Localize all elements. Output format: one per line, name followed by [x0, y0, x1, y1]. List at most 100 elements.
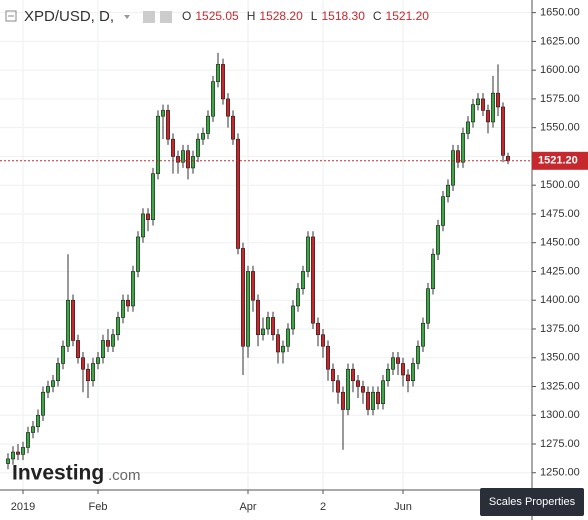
y-tick-label: 1625.00: [540, 35, 580, 47]
logo: Investing .com: [12, 462, 141, 485]
candle-body: [76, 340, 81, 359]
candle-body: [50, 380, 55, 387]
candle-body: [111, 334, 116, 347]
candle-body: [241, 248, 246, 347]
candle-body: [295, 288, 300, 307]
candle-body: [355, 380, 360, 387]
candle-body: [91, 363, 96, 382]
candle-body: [505, 156, 510, 162]
candle-body: [116, 317, 121, 336]
candle-body: [166, 110, 171, 140]
candle-body: [490, 92, 495, 123]
candle-body: [500, 106, 505, 156]
candles: [0, 52, 532, 470]
button-label: Scales Properties: [489, 496, 576, 508]
candle-body: [186, 150, 191, 169]
x-tick-label: Jun: [394, 501, 412, 513]
candle-body: [430, 253, 435, 290]
candle-body: [66, 299, 71, 347]
candle-body: [300, 271, 305, 290]
x-tick-label: Feb: [89, 501, 108, 513]
candle-body: [485, 110, 490, 123]
candle-body: [280, 345, 285, 353]
candle-body: [6, 458, 11, 464]
candle-body: [151, 173, 156, 220]
candle-body: [11, 451, 16, 460]
legend-key: C: [373, 9, 382, 23]
x-tick-label: 2: [320, 501, 326, 513]
candle-body: [156, 115, 161, 174]
candle-body: [310, 236, 315, 324]
x-tick-label: 2019: [11, 501, 35, 513]
candle-body: [15, 451, 20, 455]
candle-body: [325, 345, 330, 370]
candle-body: [415, 345, 420, 364]
candle-body: [60, 345, 65, 364]
eye-icon[interactable]: [143, 11, 155, 23]
candle-body: [251, 271, 256, 301]
scales-properties-button[interactable]: [480, 488, 584, 516]
candle-body: [40, 391, 45, 416]
candle-body: [480, 98, 485, 111]
candle-body: [370, 391, 375, 410]
candle-body: [136, 236, 141, 272]
candle-body: [196, 138, 201, 157]
y-tick-label: 1350.00: [540, 352, 580, 364]
axes: 1250.00 1275.00 1300.00 1325.00 1350.00 1375.…: [11, 7, 588, 513]
legend-value: 1528.20: [259, 9, 303, 23]
candle-body: [335, 380, 340, 393]
candle-body: [55, 363, 60, 382]
candle-body: [71, 299, 76, 341]
ohlc-legend: O 1525.05 H 1528.20 L 1518.30 C 1521.20: [182, 9, 429, 23]
candle-body: [231, 115, 236, 140]
candle-body: [385, 368, 390, 382]
symbol: XPD/USD, D,: [24, 8, 114, 25]
candle-body: [390, 357, 395, 370]
y-tick-label: 1650.00: [540, 7, 580, 19]
last-price-label: 1521.20: [538, 155, 578, 167]
candle-body: [285, 328, 290, 347]
candle-body: [25, 432, 30, 448]
candle-body: [260, 328, 265, 336]
last-price-badge: [532, 151, 588, 170]
candle-body: [141, 213, 146, 238]
candle-body: [315, 322, 320, 336]
candle-body: [216, 64, 221, 82]
settings-icon[interactable]: [160, 11, 172, 23]
header: XPD/USD, D, O 1525.05 H 1528.20 L 1518.30 C 152…: [5, 8, 429, 25]
candle-body: [435, 225, 440, 255]
collapse-icon[interactable]: [5, 10, 17, 22]
candle-body: [350, 368, 355, 382]
candle-body: [126, 299, 131, 307]
candle-body: [365, 391, 370, 410]
candle-body: [246, 271, 251, 347]
logo-name: Investing: [12, 462, 104, 485]
candle-body: [450, 150, 455, 186]
legend-value: 1518.30: [321, 9, 365, 23]
candle-body: [171, 138, 176, 157]
candle-body: [81, 357, 86, 370]
candle-body: [121, 299, 126, 318]
candle-body: [35, 414, 40, 428]
candle-body: [425, 288, 430, 324]
candle-body: [465, 121, 470, 134]
candle-body: [20, 447, 25, 455]
candle-body: [460, 133, 465, 163]
y-tick-label: 1325.00: [540, 380, 580, 392]
candle-body: [400, 363, 405, 376]
candle-body: [106, 340, 111, 347]
candle-body: [201, 133, 206, 140]
candle-body: [420, 322, 425, 347]
y-tick-label: 1275.00: [540, 438, 580, 450]
candle-body: [395, 357, 400, 364]
candle-body: [440, 196, 445, 226]
dropdown-icon[interactable]: [124, 15, 130, 19]
candle-body: [131, 271, 136, 307]
candle-body: [226, 98, 231, 117]
candle-body: [161, 110, 166, 117]
candle-body: [290, 305, 295, 330]
candle-body: [221, 64, 226, 100]
candle-body: [475, 98, 480, 105]
